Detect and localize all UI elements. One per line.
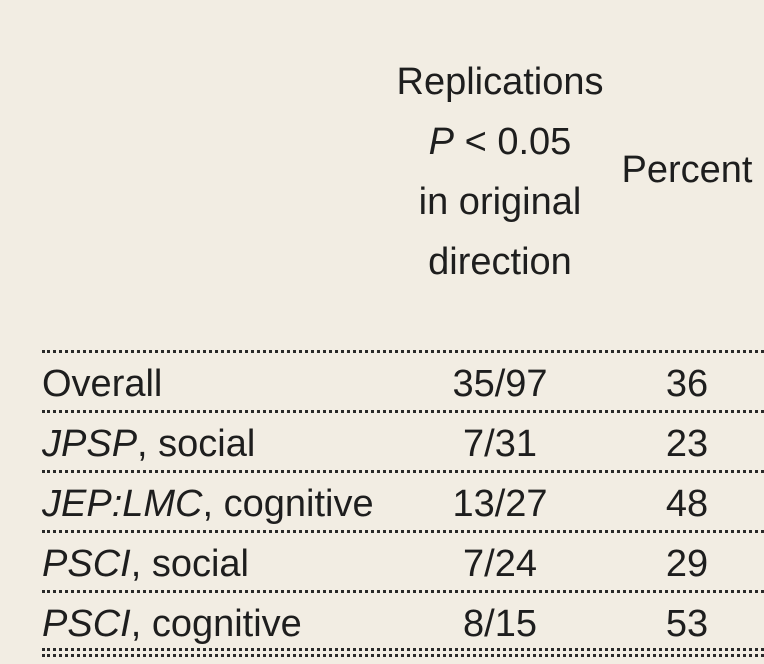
row-percent: 48 — [665, 483, 709, 525]
row-label-journal: JPSP — [42, 423, 138, 465]
row-label-journal: JEP:LMC — [42, 483, 203, 525]
row-divider — [42, 590, 764, 593]
header-divider — [42, 350, 764, 353]
table-row: PSCI, cognitive 8/15 53 — [0, 593, 764, 657]
header-line-replications: Replications — [396, 61, 604, 103]
table-header: Replications P < 0.05 in original direct… — [385, 52, 753, 292]
row-percent: 53 — [665, 603, 709, 645]
row-label: JPSP, social — [42, 419, 255, 469]
row-count: 35/97 — [452, 363, 548, 405]
table-row: JPSP, social 7/31 23 — [0, 413, 764, 473]
row-percent: 36 — [665, 363, 709, 405]
table-row: JEP:LMC, cognitive 13/27 48 — [0, 473, 764, 533]
row-count: 7/24 — [463, 543, 537, 585]
row-percent: 23 — [665, 423, 709, 465]
row-label: JEP:LMC, cognitive — [42, 479, 374, 529]
row-label-journal: PSCI — [42, 543, 131, 585]
table-bottom-rule-double — [42, 654, 764, 657]
header-line-in-original: in original — [418, 181, 582, 223]
table-body: Overall 35/97 36 JPSP, social 7/31 23 JE… — [0, 353, 764, 657]
row-label-category: Overall — [42, 363, 163, 405]
row-label-category: , social — [130, 543, 249, 585]
percent-column-header: Percent — [621, 149, 753, 191]
row-label-category: , cognitive — [202, 483, 374, 525]
table-row: PSCI, social 7/24 29 — [0, 533, 764, 593]
row-label: PSCI, social — [42, 539, 249, 589]
header-p-threshold: < 0.05 — [464, 121, 572, 163]
table-bottom-rule — [42, 648, 764, 651]
row-divider — [42, 470, 764, 473]
row-label-category: , social — [137, 423, 256, 465]
row-divider — [42, 530, 764, 533]
row-divider — [42, 410, 764, 413]
row-count: 13/27 — [452, 483, 548, 525]
row-label-journal: PSCI — [42, 603, 131, 645]
row-count: 7/31 — [463, 423, 537, 465]
row-label: PSCI, cognitive — [42, 599, 302, 649]
replications-column-header: Replications P < 0.05 in original direct… — [385, 52, 615, 292]
table-row: Overall 35/97 36 — [0, 353, 764, 413]
row-label-category: , cognitive — [130, 603, 302, 645]
row-count: 8/15 — [463, 603, 537, 645]
row-label: Overall — [42, 359, 162, 409]
header-line-p-value: P < 0.05 — [385, 112, 615, 172]
header-line-direction: direction — [428, 241, 572, 283]
header-p-symbol: P — [428, 121, 455, 163]
row-percent: 29 — [665, 543, 709, 585]
